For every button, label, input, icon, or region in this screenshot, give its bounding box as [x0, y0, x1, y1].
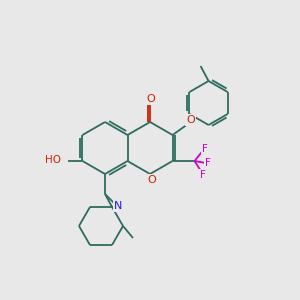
Text: F: F	[202, 144, 208, 154]
Text: F: F	[200, 170, 206, 180]
Text: HO: HO	[46, 155, 62, 165]
Text: F: F	[205, 158, 211, 168]
Text: N: N	[114, 201, 122, 211]
Text: O: O	[147, 94, 155, 104]
Text: O: O	[186, 115, 195, 125]
Text: O: O	[148, 175, 156, 185]
